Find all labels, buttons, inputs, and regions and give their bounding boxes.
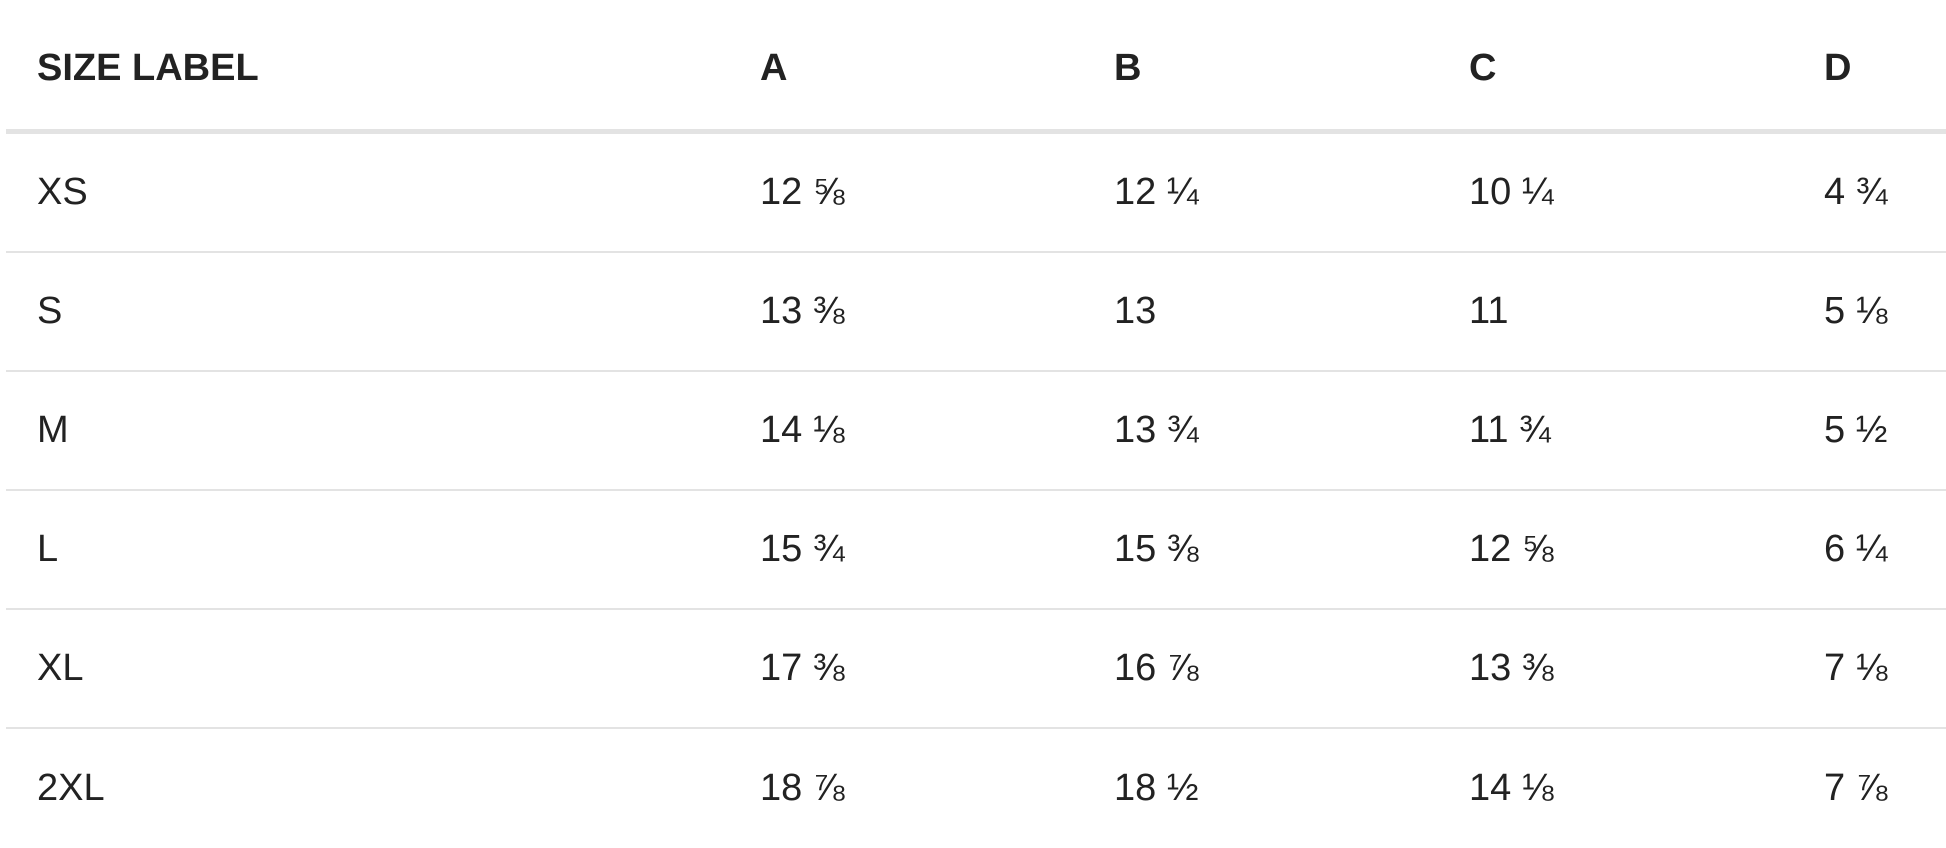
table-row: S 13 ⅜ 13 11 5 ⅛ — [6, 253, 1946, 372]
header-d: D — [1824, 47, 1852, 89]
measurement-cell: 12 ⅝ — [760, 171, 845, 213]
size-chart-table: SIZE LABEL A B C D XS 12 ⅝ 12 ¼ 10 ¼ 4 ¾ S 13 … — [6, 0, 1946, 848]
measurement-cell: 12 ⅝ — [1469, 528, 1554, 570]
measurement-cell: 18 ⅞ — [760, 767, 845, 809]
measurement-cell: 13 ¾ — [1114, 409, 1199, 451]
measurement-cell: 6 ¼ — [1824, 528, 1888, 570]
measurement-cell: 18 ½ — [1114, 767, 1199, 809]
measurement-cell: 4 ¾ — [1824, 171, 1888, 213]
measurement-cell: 11 ¾ — [1469, 409, 1551, 451]
measurement-cell: 10 ¼ — [1469, 171, 1554, 213]
table-row: XS 12 ⅝ 12 ¼ 10 ¼ 4 ¾ — [6, 134, 1946, 253]
header-b: B — [1114, 47, 1142, 89]
measurement-cell: 15 ¾ — [760, 528, 845, 570]
measurement-cell: 5 ⅛ — [1824, 290, 1888, 332]
size-label-cell: XS — [37, 171, 88, 213]
size-label-cell: XL — [37, 647, 84, 689]
table-row: 2XL 18 ⅞ 18 ½ 14 ⅛ 7 ⅞ — [6, 729, 1946, 848]
measurement-cell: 14 ⅛ — [760, 409, 845, 451]
table-row: M 14 ⅛ 13 ¾ 11 ¾ 5 ½ — [6, 372, 1946, 491]
measurement-cell: 13 ⅜ — [1469, 647, 1554, 689]
measurement-cell: 15 ⅜ — [1114, 528, 1199, 570]
measurement-cell: 5 ½ — [1824, 409, 1888, 451]
measurement-cell: 7 ⅛ — [1824, 647, 1888, 689]
measurement-cell: 14 ⅛ — [1469, 767, 1554, 809]
measurement-cell: 13 ⅜ — [760, 290, 845, 332]
size-label-cell: 2XL — [37, 767, 105, 809]
size-label-cell: M — [37, 409, 69, 451]
measurement-cell: 16 ⅞ — [1114, 647, 1199, 689]
measurement-cell: 12 ¼ — [1114, 171, 1199, 213]
table-header-row: SIZE LABEL A B C D — [6, 0, 1946, 134]
measurement-cell: 11 — [1469, 290, 1509, 332]
header-c: C — [1469, 47, 1497, 89]
size-label-cell: L — [37, 528, 59, 570]
table-row: XL 17 ⅜ 16 ⅞ 13 ⅜ 7 ⅛ — [6, 610, 1946, 729]
measurement-cell: 7 ⅞ — [1824, 767, 1888, 809]
measurement-cell: 13 — [1114, 290, 1157, 332]
header-size-label: SIZE LABEL — [37, 47, 259, 89]
size-label-cell: S — [37, 290, 63, 332]
header-a: A — [760, 47, 788, 89]
table-row: L 15 ¾ 15 ⅜ 12 ⅝ 6 ¼ — [6, 491, 1946, 610]
measurement-cell: 17 ⅜ — [760, 647, 845, 689]
